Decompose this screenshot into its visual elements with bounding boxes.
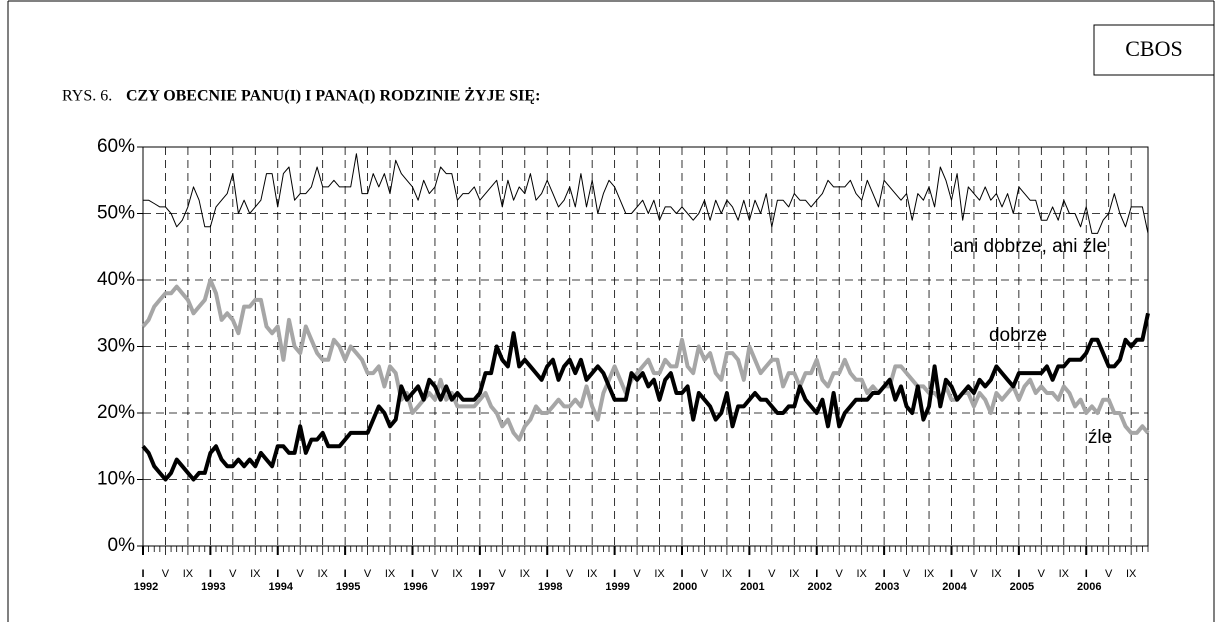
- x-tick-label: IX: [991, 568, 1002, 580]
- y-tick-label: 30%: [97, 336, 135, 357]
- x-tick-label: I: [1017, 568, 1020, 580]
- series-line: [141, 312, 1150, 482]
- x-tick-label: I: [546, 568, 549, 580]
- x-tick-label: IX: [385, 568, 396, 580]
- x-group-label: 1997: [471, 581, 495, 593]
- x-tick-label: IX: [1126, 568, 1137, 580]
- figure-label: RYS. 6.: [62, 88, 112, 105]
- x-tick-label: I: [883, 568, 886, 580]
- x-group-label: 2004: [942, 581, 967, 593]
- x-group-label: 2002: [808, 581, 832, 593]
- x-tick-label: I: [815, 568, 818, 580]
- x-tick-label: V: [431, 568, 439, 580]
- x-group-label: 1992: [134, 581, 158, 593]
- x-tick-label: V: [836, 568, 844, 580]
- brand-box: [1093, 24, 1215, 76]
- x-tick-label: IX: [856, 568, 867, 580]
- series-line: [141, 278, 1150, 442]
- x-group-label: 1996: [403, 581, 427, 593]
- x-tick-label: I: [680, 568, 683, 580]
- x-tick-label: IX: [183, 568, 194, 580]
- x-tick-label: V: [1105, 568, 1113, 580]
- x-group-label: 1999: [605, 581, 629, 593]
- y-tick-label: 50%: [97, 203, 135, 224]
- x-tick-label: I: [276, 568, 279, 580]
- x-tick-label: I: [613, 568, 616, 580]
- x-tick-label: V: [162, 568, 170, 580]
- x-tick-label: IX: [789, 568, 800, 580]
- x-group-label: 1998: [538, 581, 562, 593]
- x-tick-label: IX: [520, 568, 531, 580]
- x-tick-label: I: [748, 568, 751, 580]
- x-tick-label: IX: [587, 568, 598, 580]
- x-group-label: 2001: [740, 581, 764, 593]
- x-tick-label: IX: [722, 568, 733, 580]
- x-tick-label: IX: [924, 568, 935, 580]
- x-tick-label: V: [364, 568, 372, 580]
- x-tick-label: I: [950, 568, 953, 580]
- x-tick-label: V: [566, 568, 574, 580]
- x-tick-label: IX: [317, 568, 328, 580]
- y-tick-label: 0%: [108, 535, 136, 556]
- x-tick-label: V: [1038, 568, 1046, 580]
- x-group-label: 2000: [673, 581, 697, 593]
- x-group-label: 2006: [1077, 581, 1101, 593]
- plot-frame: [142, 146, 1149, 547]
- x-tick-label: V: [701, 568, 709, 580]
- x-tick-label: I: [1085, 568, 1088, 580]
- x-group-label: 1995: [336, 581, 360, 593]
- x-tick-label: V: [229, 568, 237, 580]
- chart-title: CZY OBECNIE PANU(I) I PANA(I) RODZINIE Ż…: [126, 86, 540, 105]
- x-tick-label: V: [768, 568, 776, 580]
- series-line: [143, 153, 1149, 234]
- x-tick-label: I: [141, 568, 144, 580]
- y-tick-label: 20%: [97, 402, 135, 423]
- x-tick-label: V: [499, 568, 507, 580]
- x-group-label: 2003: [875, 581, 899, 593]
- x-tick-label: I: [344, 568, 347, 580]
- x-group-label: 1993: [201, 581, 225, 593]
- x-tick-label: V: [297, 568, 305, 580]
- x-tick-label: V: [903, 568, 911, 580]
- x-tick-label: V: [633, 568, 641, 580]
- x-tick-label: IX: [250, 568, 261, 580]
- x-group-label: 2005: [1010, 581, 1034, 593]
- series-label: ani dobrze, ani źle: [953, 236, 1107, 257]
- x-tick-label: I: [478, 568, 481, 580]
- brand: CBOS: [1125, 36, 1182, 61]
- y-tick-label: 60%: [97, 136, 135, 157]
- series-label: dobrze: [989, 325, 1047, 346]
- x-tick-label: IX: [452, 568, 463, 580]
- x-tick-label: IX: [654, 568, 665, 580]
- x-group-label: 1994: [269, 581, 294, 593]
- x-tick-label: I: [209, 568, 212, 580]
- y-tick-label: 10%: [97, 469, 135, 490]
- series-label: źle: [1088, 427, 1112, 448]
- x-tick-label: V: [970, 568, 978, 580]
- y-tick-label: 40%: [97, 269, 135, 290]
- x-tick-label: IX: [1059, 568, 1070, 580]
- x-tick-label: I: [411, 568, 414, 580]
